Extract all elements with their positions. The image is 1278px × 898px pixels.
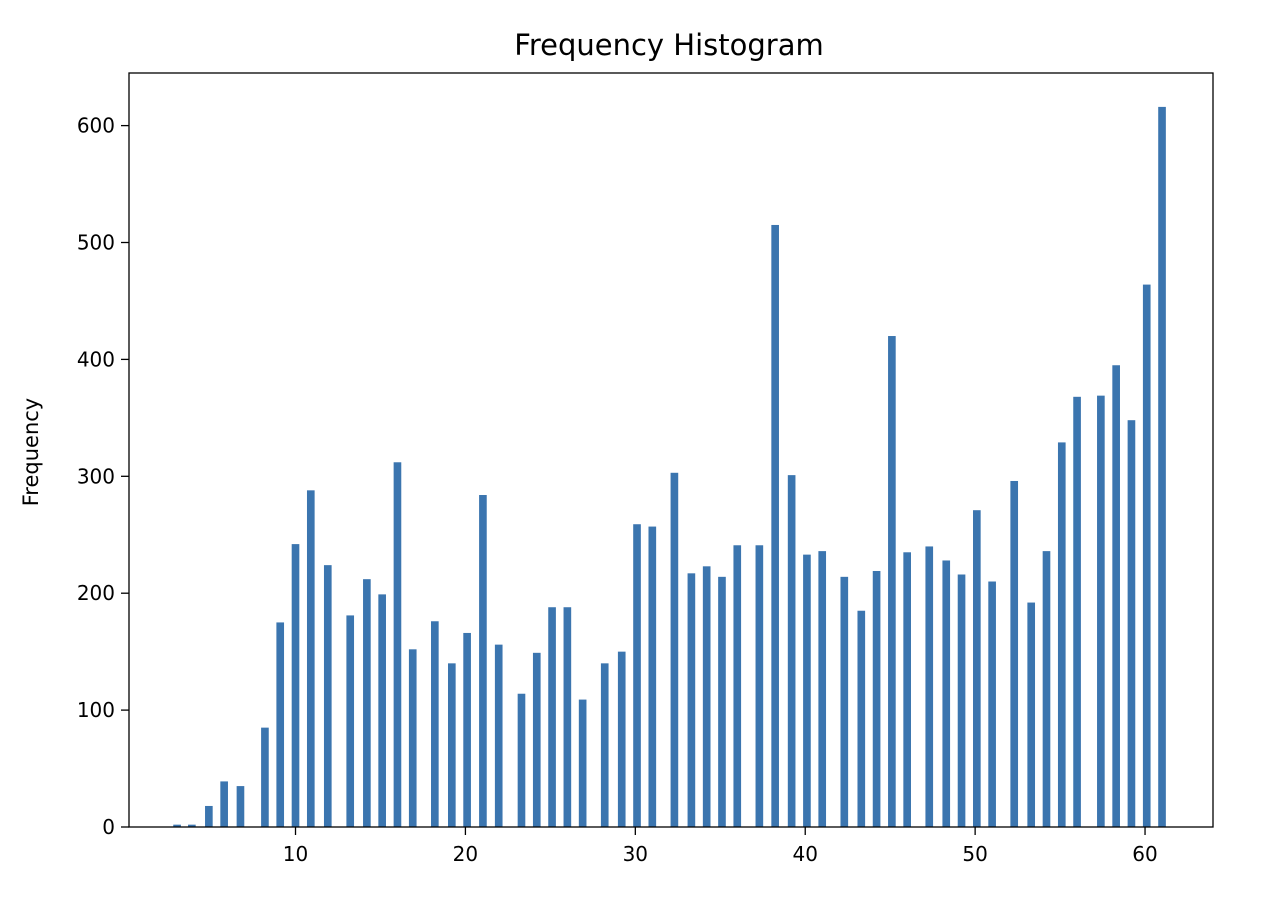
chart-title: Frequency Histogram: [514, 28, 823, 62]
x-axis-ticks: 10 20 30 40 50 60: [283, 827, 1158, 866]
histogram-bar: [903, 552, 911, 827]
histogram-bar: [1142, 284, 1151, 827]
bar-group: [173, 106, 1166, 828]
histogram-bar: [633, 524, 641, 827]
histogram-bar: [408, 649, 417, 827]
histogram-bar: [1010, 480, 1019, 827]
histogram-bar: [393, 462, 402, 827]
histogram-bar: [1097, 395, 1105, 827]
histogram-bar: [687, 573, 696, 827]
y-tick-label: 100: [77, 698, 115, 722]
histogram-bar: [205, 805, 213, 827]
histogram-bar: [771, 224, 779, 827]
histogram-bar: [447, 663, 456, 827]
histogram-bar: [888, 336, 896, 827]
histogram-bar: [973, 510, 981, 827]
histogram-bar: [857, 610, 866, 827]
histogram-bar: [1073, 396, 1081, 827]
histogram-bar: [479, 495, 487, 827]
histogram-bar: [363, 579, 371, 827]
histogram-bar: [648, 526, 657, 827]
histogram-bar: [1158, 106, 1166, 828]
histogram-bar: [755, 545, 764, 827]
histogram-bar: [276, 622, 285, 827]
histogram-bar: [702, 566, 711, 827]
histogram-bar: [291, 544, 300, 827]
histogram-bar: [942, 560, 951, 827]
histogram-bar: [220, 781, 228, 827]
y-axis-label: Frequency: [19, 398, 43, 507]
histogram-bar: [617, 651, 626, 827]
histogram-bar: [988, 581, 996, 827]
histogram-bar: [548, 607, 556, 827]
histogram-bar: [463, 632, 471, 827]
histogram-bar: [494, 644, 503, 827]
histogram-bar: [578, 699, 587, 827]
x-tick-label: 10: [283, 842, 308, 866]
histogram-bar: [378, 594, 386, 827]
y-tick-label: 200: [77, 581, 115, 605]
histogram-bar: [925, 546, 934, 827]
histogram-bar: [346, 615, 355, 827]
histogram-bar: [517, 693, 526, 827]
histogram-bar: [670, 472, 679, 827]
histogram-bar: [236, 786, 245, 827]
y-tick-label: 400: [77, 347, 115, 371]
histogram-bar: [173, 824, 181, 827]
histogram-bar: [323, 565, 332, 827]
x-tick-label: 30: [623, 842, 648, 866]
plot-frame: [128, 72, 1214, 828]
histogram-bar: [188, 824, 196, 827]
histogram-bar: [532, 652, 541, 827]
y-axis-ticks: 0 100 200 300 400 500 600: [77, 114, 129, 839]
histogram-bar: [600, 663, 609, 827]
histogram-bar: [1057, 442, 1066, 827]
x-tick-label: 50: [962, 842, 987, 866]
histogram-bar: [803, 554, 811, 827]
histogram-bar: [718, 576, 726, 827]
x-tick-label: 60: [1132, 842, 1157, 866]
y-tick-label: 500: [77, 231, 115, 255]
histogram-bar: [306, 490, 315, 827]
y-tick-label: 300: [77, 464, 115, 488]
x-tick-label: 20: [453, 842, 478, 866]
histogram-bar: [1127, 420, 1136, 827]
histogram-bar: [1027, 602, 1036, 827]
x-tick-label: 40: [792, 842, 817, 866]
y-tick-label: 0: [102, 815, 115, 839]
histogram-bar: [1112, 365, 1120, 827]
histogram-bar: [818, 551, 827, 827]
histogram-bar: [787, 475, 796, 827]
histogram-bar: [872, 570, 881, 827]
histogram-bar: [431, 621, 439, 827]
histogram-bar: [261, 727, 269, 827]
histogram-bar: [840, 576, 849, 827]
histogram-bar: [563, 607, 572, 827]
histogram-bar: [733, 545, 742, 827]
histogram-bar: [1042, 551, 1051, 827]
histogram-bar: [957, 574, 966, 827]
y-tick-label: 600: [77, 114, 115, 138]
